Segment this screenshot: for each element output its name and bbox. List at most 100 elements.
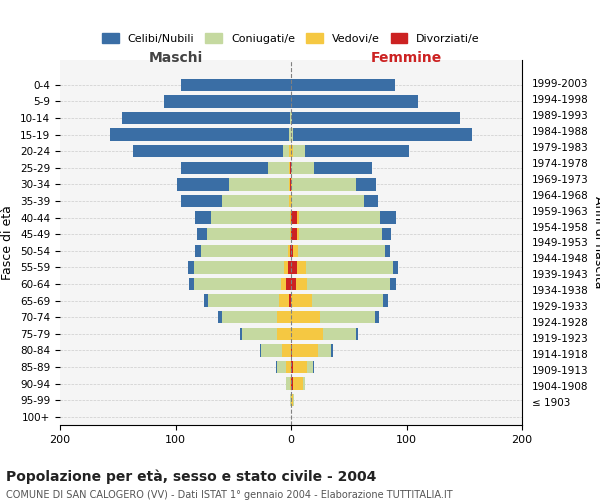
Bar — [260, 344, 261, 356]
Bar — [291, 162, 314, 174]
Bar — [312, 294, 383, 307]
Bar — [229, 178, 289, 190]
Bar — [305, 145, 409, 158]
Bar — [222, 195, 289, 207]
Bar — [133, 145, 283, 158]
Bar — [307, 278, 391, 290]
Bar — [289, 178, 290, 190]
Bar — [290, 394, 291, 406]
Legend: Celibi/Nubili, Coniugati/e, Vedovi/e, Divorziati/e: Celibi/Nubili, Coniugati/e, Vedovi/e, Di… — [98, 29, 484, 48]
Bar — [176, 178, 229, 190]
Bar — [290, 178, 291, 190]
Bar — [293, 244, 298, 257]
Bar — [291, 344, 292, 356]
Bar — [313, 360, 314, 373]
Bar — [293, 145, 305, 158]
Bar — [298, 244, 385, 257]
Bar — [283, 145, 289, 158]
Bar — [317, 344, 331, 356]
Bar — [181, 162, 268, 174]
Bar — [291, 212, 297, 224]
Bar — [382, 228, 391, 240]
Bar — [306, 261, 392, 274]
Bar — [391, 278, 396, 290]
Text: COMUNE DI SAN CALOGERO (VV) - Dati ISTAT 1° gennaio 2004 - Elaborazione TUTTITAL: COMUNE DI SAN CALOGERO (VV) - Dati ISTAT… — [6, 490, 452, 500]
Bar — [277, 311, 291, 324]
Bar — [291, 96, 418, 108]
Bar — [290, 244, 291, 257]
Bar — [222, 311, 277, 324]
Bar — [299, 212, 380, 224]
Bar — [290, 378, 291, 390]
Bar — [277, 360, 286, 373]
Bar — [290, 212, 291, 224]
Bar — [293, 378, 302, 390]
Bar — [289, 294, 291, 307]
Bar — [261, 344, 282, 356]
Bar — [290, 228, 291, 240]
Bar — [205, 294, 208, 307]
Bar — [286, 360, 291, 373]
Bar — [289, 195, 291, 207]
Bar — [291, 378, 293, 390]
Bar — [296, 278, 307, 290]
Bar — [383, 294, 388, 307]
Bar — [291, 112, 292, 124]
Bar — [291, 244, 293, 257]
Bar — [291, 228, 297, 240]
Bar — [280, 294, 289, 307]
Bar — [284, 261, 287, 274]
Bar — [110, 128, 289, 141]
Y-axis label: Fasce di età: Fasce di età — [1, 205, 14, 280]
Bar — [194, 278, 281, 290]
Bar — [287, 261, 291, 274]
Bar — [289, 145, 291, 158]
Bar — [302, 378, 305, 390]
Bar — [291, 78, 395, 91]
Bar — [292, 344, 317, 356]
Bar — [356, 178, 376, 190]
Bar — [323, 328, 356, 340]
Bar — [290, 162, 291, 174]
Bar — [291, 328, 323, 340]
Text: Popolazione per età, sesso e stato civile - 2004: Popolazione per età, sesso e stato civil… — [6, 470, 376, 484]
Bar — [195, 244, 201, 257]
Bar — [291, 311, 320, 324]
Bar — [188, 261, 194, 274]
Bar — [291, 128, 293, 141]
Bar — [356, 328, 358, 340]
Bar — [218, 311, 222, 324]
Bar — [289, 128, 291, 141]
Bar — [291, 278, 296, 290]
Bar — [385, 244, 391, 257]
Bar — [201, 244, 287, 257]
Bar — [181, 78, 291, 91]
Bar — [291, 145, 293, 158]
Bar — [299, 228, 382, 240]
Bar — [282, 344, 291, 356]
Bar — [293, 360, 307, 373]
Bar — [307, 360, 313, 373]
Bar — [291, 261, 297, 274]
Bar — [291, 394, 293, 406]
Bar — [291, 178, 292, 190]
Bar — [164, 96, 291, 108]
Bar — [190, 278, 194, 290]
Bar — [292, 112, 460, 124]
Bar — [291, 294, 312, 307]
Bar — [297, 261, 306, 274]
Bar — [277, 328, 291, 340]
Bar — [206, 228, 290, 240]
Bar — [287, 244, 290, 257]
Bar — [240, 328, 242, 340]
Bar — [208, 294, 280, 307]
Bar — [292, 195, 364, 207]
Bar — [297, 228, 299, 240]
Bar — [268, 162, 289, 174]
Y-axis label: Anni di nascita: Anni di nascita — [592, 196, 600, 289]
Bar — [181, 195, 222, 207]
Bar — [286, 378, 290, 390]
Bar — [392, 261, 398, 274]
Text: Femmine: Femmine — [371, 51, 442, 65]
Bar — [242, 328, 277, 340]
